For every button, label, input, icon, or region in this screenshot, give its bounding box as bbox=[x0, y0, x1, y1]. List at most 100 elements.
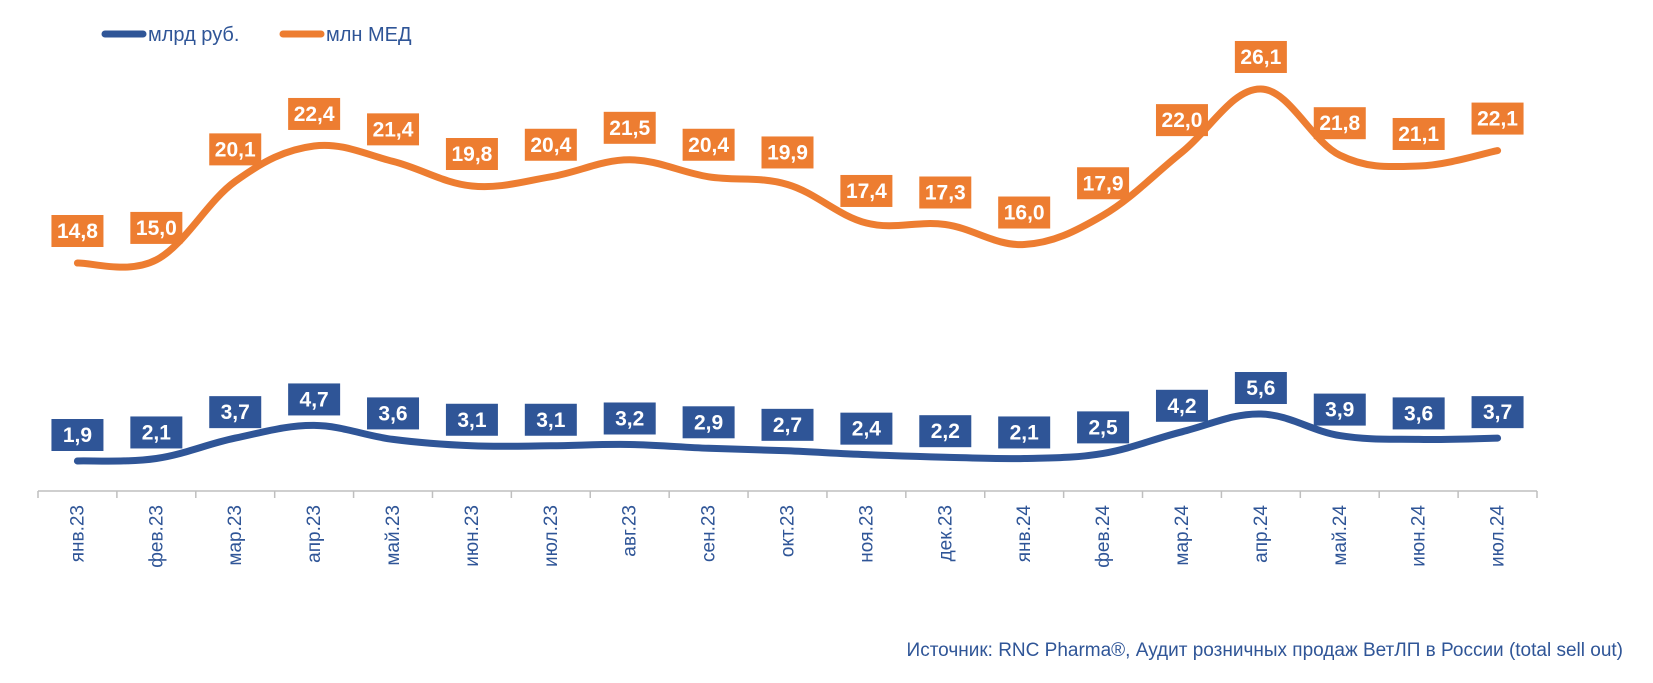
x-tick-label: мар.24 bbox=[1172, 505, 1193, 566]
data-label-text: 20,1 bbox=[215, 138, 256, 161]
series-lines bbox=[73, 85, 1502, 465]
data-label-box bbox=[998, 416, 1051, 449]
data-label-box bbox=[51, 215, 104, 247]
data-label-box bbox=[209, 133, 262, 166]
data-label-text: 2,1 bbox=[142, 421, 172, 444]
data-label-box bbox=[367, 113, 420, 146]
data-label-text: 26,1 bbox=[1240, 46, 1281, 69]
x-tick-label: июл.24 bbox=[1488, 505, 1509, 567]
data-label: 3,7 bbox=[209, 396, 262, 429]
data-label-text: 5,6 bbox=[1246, 377, 1275, 400]
data-label-text: 22,1 bbox=[1477, 108, 1518, 131]
x-tick-label: фев.23 bbox=[146, 505, 167, 568]
data-label: 22,0 bbox=[1155, 104, 1208, 137]
data-label: 19,9 bbox=[761, 136, 814, 169]
data-label-box bbox=[603, 402, 656, 435]
data-label-text: 15,0 bbox=[136, 217, 177, 240]
data-label-text: 2,4 bbox=[852, 418, 882, 441]
data-label-box bbox=[840, 412, 893, 445]
x-tick-label: мар.23 bbox=[225, 505, 246, 566]
x-tick-label: окт.23 bbox=[778, 505, 799, 557]
data-label: 15,0 bbox=[130, 211, 183, 244]
data-label-text: 2,2 bbox=[931, 420, 960, 443]
x-tick-label: июн.23 bbox=[462, 505, 483, 567]
data-label: 17,4 bbox=[840, 174, 893, 207]
legend-label: млрд руб. bbox=[148, 24, 239, 46]
x-tick-labels: янв.23 фев.23 мар.23 апр.23 май.23 июн.23 июл.… bbox=[67, 505, 1508, 568]
x-tick-label: сен.23 bbox=[699, 505, 720, 562]
data-label-text: 21,8 bbox=[1319, 112, 1360, 135]
data-label: 21,5 bbox=[603, 111, 656, 144]
legend-item: млн МЕД bbox=[279, 24, 412, 46]
data-label-text: 21,1 bbox=[1398, 123, 1439, 146]
series-line-0 bbox=[73, 410, 1502, 465]
data-label-text: 20,4 bbox=[688, 134, 729, 157]
data-label-box bbox=[288, 383, 341, 416]
data-label-box bbox=[524, 128, 577, 161]
data-label-box bbox=[445, 138, 498, 170]
data-label: 3,1 bbox=[445, 403, 498, 436]
x-axis bbox=[37, 490, 1538, 498]
data-label-box bbox=[998, 196, 1051, 229]
x-tick-label: янв.24 bbox=[1014, 505, 1035, 563]
data-label-text: 21,4 bbox=[373, 118, 414, 141]
data-label: 2,5 bbox=[1077, 411, 1130, 444]
data-label-text: 1,9 bbox=[63, 424, 92, 447]
data-label: 20,4 bbox=[524, 128, 577, 161]
data-labels: 1,9 2,1 3,7 4,7 3,6 3,1 3,1 3,2 2,9 2,7 2,4 2,2 2,1 2… bbox=[51, 40, 1524, 451]
data-label: 3,1 bbox=[524, 403, 577, 436]
data-label-text: 2,9 bbox=[694, 411, 723, 434]
data-label-box bbox=[761, 136, 814, 169]
data-label-box bbox=[445, 403, 498, 436]
data-label: 21,8 bbox=[1313, 107, 1366, 140]
data-label: 26,1 bbox=[1234, 40, 1287, 73]
x-tick-label: июл.23 bbox=[541, 505, 562, 567]
source-note: Источник: RNC Pharma®, Аудит розничных п… bbox=[906, 640, 1623, 661]
data-label-text: 3,1 bbox=[536, 409, 566, 432]
data-label-text: 19,8 bbox=[451, 143, 492, 166]
series-line-1 bbox=[73, 85, 1502, 271]
data-label-text: 14,8 bbox=[57, 220, 98, 243]
data-label-box bbox=[367, 397, 420, 430]
data-label-text: 21,5 bbox=[609, 117, 650, 140]
data-label: 2,1 bbox=[998, 416, 1051, 449]
data-label-text: 17,9 bbox=[1083, 172, 1124, 195]
data-label: 22,4 bbox=[288, 97, 341, 130]
data-label: 3,9 bbox=[1313, 393, 1366, 426]
data-label: 4,7 bbox=[288, 383, 341, 416]
data-label-box bbox=[209, 396, 262, 429]
data-label-box bbox=[130, 416, 183, 449]
data-label: 21,1 bbox=[1392, 117, 1445, 150]
data-label-box bbox=[1392, 117, 1445, 150]
data-label-text: 19,9 bbox=[767, 141, 808, 164]
data-label: 2,9 bbox=[682, 406, 735, 439]
data-label: 17,9 bbox=[1077, 167, 1130, 200]
data-label: 16,0 bbox=[998, 196, 1051, 229]
legend-item: млрд руб. bbox=[101, 24, 239, 46]
data-label: 5,6 bbox=[1234, 372, 1287, 405]
data-label-box bbox=[919, 176, 972, 209]
data-label: 19,8 bbox=[445, 138, 498, 170]
x-tick-label: июн.24 bbox=[1409, 505, 1430, 567]
data-label-text: 2,7 bbox=[773, 414, 802, 437]
data-label: 20,1 bbox=[209, 133, 262, 166]
data-label: 20,4 bbox=[682, 128, 735, 161]
data-label-box bbox=[1234, 40, 1287, 73]
data-label-text: 3,6 bbox=[1404, 402, 1433, 425]
data-label: 2,2 bbox=[919, 415, 972, 448]
data-label-box bbox=[1313, 107, 1366, 140]
data-label-text: 17,4 bbox=[846, 180, 887, 203]
data-label: 2,1 bbox=[130, 416, 183, 449]
data-label-text: 3,9 bbox=[1325, 399, 1354, 422]
data-label-text: 17,3 bbox=[925, 182, 966, 205]
legend: млрд руб. млн МЕД bbox=[101, 24, 412, 46]
data-label-box bbox=[1392, 397, 1445, 430]
data-label-text: 20,4 bbox=[530, 134, 571, 157]
data-label: 2,4 bbox=[840, 412, 893, 445]
data-label-box bbox=[1155, 389, 1208, 422]
data-label-box bbox=[1471, 102, 1524, 135]
data-label-box bbox=[51, 419, 104, 451]
data-label-text: 2,5 bbox=[1088, 416, 1118, 439]
data-label-box bbox=[1077, 167, 1130, 200]
x-tick-label: май.24 bbox=[1330, 505, 1351, 566]
